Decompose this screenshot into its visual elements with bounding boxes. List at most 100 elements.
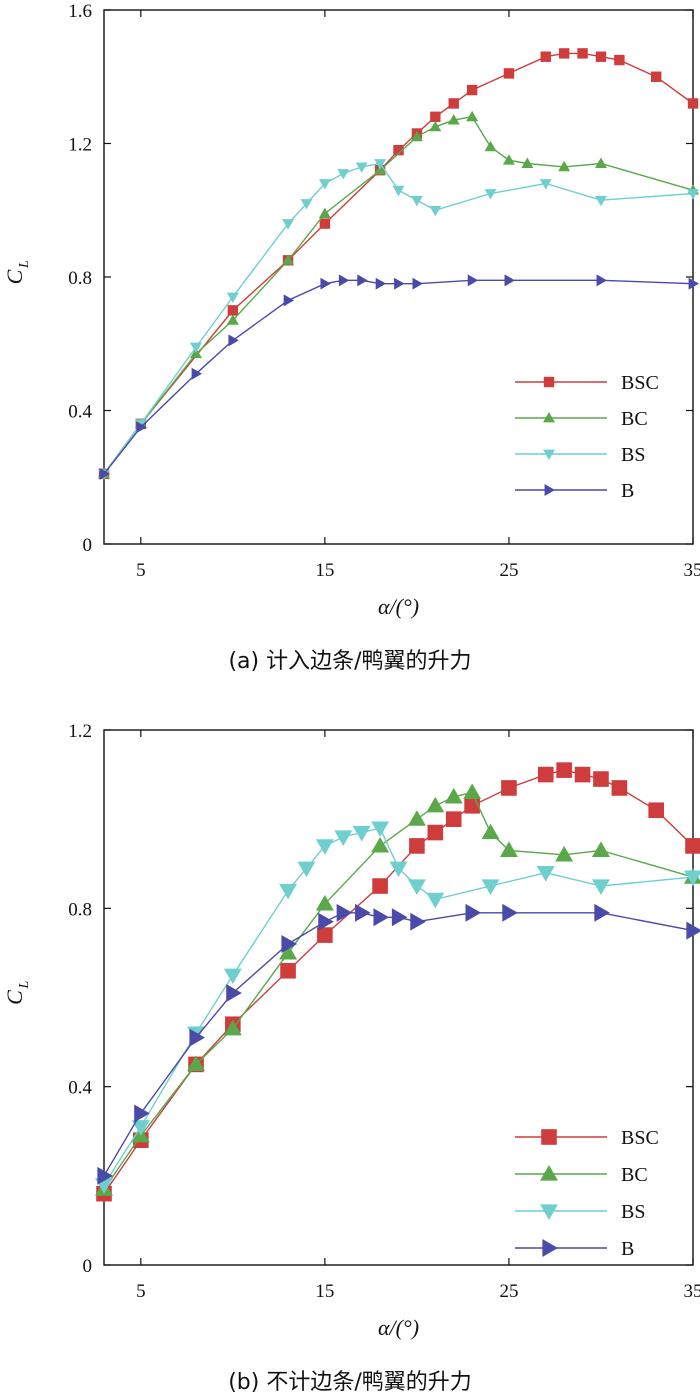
legend-marker-bs [540, 1204, 558, 1220]
series-b-point [191, 367, 203, 380]
series-bc-point [410, 130, 423, 142]
series-b [99, 274, 699, 480]
series-bc-point [499, 841, 518, 858]
series-bc [98, 110, 699, 479]
series-bc-point [521, 157, 534, 168]
y-tick-label: 1.6 [68, 1, 92, 22]
series-b-point [412, 277, 423, 290]
series-bc-point [555, 845, 574, 862]
series-bc-point [226, 314, 239, 325]
series-bs-point [300, 199, 313, 210]
series-bc-line [103, 116, 694, 475]
series-bs-point [536, 866, 555, 882]
y-tick-label: 0 [83, 1256, 93, 1277]
legend: BSC BC BS B [515, 1127, 659, 1260]
y-tick-label: 1.2 [68, 135, 92, 156]
chart-a-caption: (a) 计入边条/鸭翼的升力 [228, 649, 472, 674]
series-bs-point [484, 189, 497, 200]
series-bsc-line [103, 769, 694, 1195]
legend-label-bs: BS [621, 1201, 645, 1223]
y-axis-title-text: C [2, 269, 27, 284]
series-b-point [355, 903, 371, 922]
legend-marker-bc [540, 1165, 558, 1181]
legend-label-bsc: BSC [621, 372, 659, 394]
x-tick-label: 5 [136, 1281, 146, 1302]
series-b-point [228, 334, 239, 347]
series-bc-point [502, 154, 515, 165]
series-bsc-point [317, 927, 333, 943]
series-bc-point [594, 157, 607, 168]
series-bc-point [447, 114, 460, 125]
series-bs-point [392, 185, 405, 197]
series-b-point [688, 277, 699, 290]
series-bs-point [684, 870, 700, 887]
series-bsc-point [427, 824, 444, 841]
series-b-point [283, 294, 295, 307]
series-bsc-point [227, 305, 239, 316]
series-bs-point [426, 892, 445, 909]
series-b-point [686, 921, 700, 940]
series-bsc-point [372, 878, 388, 894]
legend-marker-bsc [543, 376, 555, 388]
chart-b-caption: (b) 不计边条/鸭翼的升力 [228, 1370, 472, 1395]
series-bs-point [223, 968, 242, 985]
chart-a-plot: 0 0.4 0.8 1.2 1.6 5 15 25 35 α/(°) CL BSC BC BS B [2, 1, 700, 619]
series-b-point [504, 274, 515, 287]
series-bs [95, 821, 700, 1194]
legend-marker-bsc [541, 1129, 557, 1145]
series-b-point [465, 903, 482, 922]
series-b-point [336, 903, 353, 922]
series-bsc-point [687, 98, 699, 109]
y-tick-label: 0 [83, 535, 93, 556]
series-bs-point [481, 879, 500, 896]
series-bs [98, 159, 699, 480]
series-b-point [373, 908, 390, 927]
series-bsc-point [319, 218, 331, 229]
series-b-point [357, 274, 368, 287]
series-bsc-point [537, 766, 554, 783]
series-bs-point [226, 292, 239, 304]
x-tick-label: 5 [136, 560, 146, 581]
series-bc-point [591, 841, 610, 858]
series-bs-point [131, 1120, 150, 1136]
series-bs-point [352, 825, 371, 842]
series-bc-point [187, 1055, 206, 1072]
chart-a: 0 0.4 0.8 1.2 1.6 5 15 25 35 α/(°) C L BSC BC BS B [0, 0, 700, 680]
series-bsc-point [685, 838, 700, 854]
series-bs-point [279, 883, 298, 900]
series-bs-point [282, 219, 295, 230]
series-bsc-point [503, 68, 515, 79]
plot-frame [103, 729, 694, 1266]
x-tick-label: 15 [315, 560, 334, 581]
series-bsc-point [593, 771, 609, 787]
series-bsc-point [614, 54, 625, 66]
series-bsc-point [448, 98, 459, 109]
series-bsc-point [556, 762, 572, 778]
series-bs-point [355, 162, 368, 173]
series-bc-point [282, 254, 295, 265]
series-bc-point [223, 1019, 242, 1036]
y-tick-label: 1.2 [68, 721, 92, 742]
series-bsc [98, 48, 699, 480]
series-bs-point [297, 861, 316, 878]
series-b-point [596, 274, 607, 287]
series-b-point [99, 467, 110, 480]
series-bc-point [426, 796, 445, 813]
series-bs-point [190, 342, 203, 354]
legend-label-bc: BC [621, 1164, 648, 1186]
y-axis-title-sub: L [17, 981, 32, 990]
x-axis-title: α/(°) [378, 594, 419, 619]
series-bsc-point [577, 48, 588, 59]
y-axis-title: CL [2, 260, 32, 284]
legend: BSC BC BS B [515, 372, 659, 502]
series-b-point [394, 277, 405, 290]
series-bs-point [687, 189, 699, 200]
x-tick-label: 25 [499, 1281, 518, 1302]
series-bs-point [407, 879, 426, 896]
series-bsc-point [648, 802, 664, 819]
series-bsc-point [595, 51, 607, 62]
legend-marker-bs [543, 449, 555, 460]
x-tick-label: 35 [684, 1281, 700, 1302]
legend-label-bsc: BSC [621, 1127, 659, 1149]
series-bc-point [429, 120, 442, 132]
